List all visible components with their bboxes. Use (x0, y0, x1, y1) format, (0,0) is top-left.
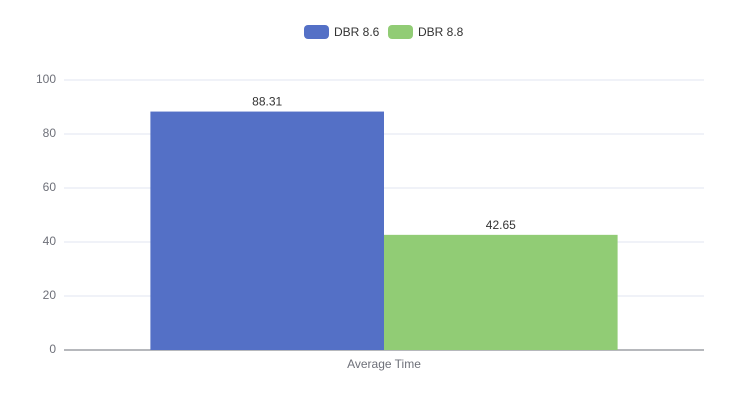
value-label: 88.31 (252, 95, 282, 109)
y-tick-label: 0 (49, 342, 56, 356)
legend-swatch (388, 25, 413, 39)
bar (384, 234, 618, 350)
y-tick-label: 40 (43, 234, 57, 248)
legend-label: DBR 8.6 (334, 25, 380, 39)
y-tick-label: 80 (43, 126, 57, 140)
legend-swatch (304, 25, 329, 39)
y-tick-label: 60 (43, 180, 57, 194)
bar (150, 111, 384, 350)
legend-label: DBR 8.8 (418, 25, 464, 39)
y-tick-label: 100 (36, 72, 56, 86)
value-label: 42.65 (486, 218, 516, 232)
y-tick-label: 20 (43, 288, 57, 302)
x-tick-label: Average Time (347, 357, 421, 371)
